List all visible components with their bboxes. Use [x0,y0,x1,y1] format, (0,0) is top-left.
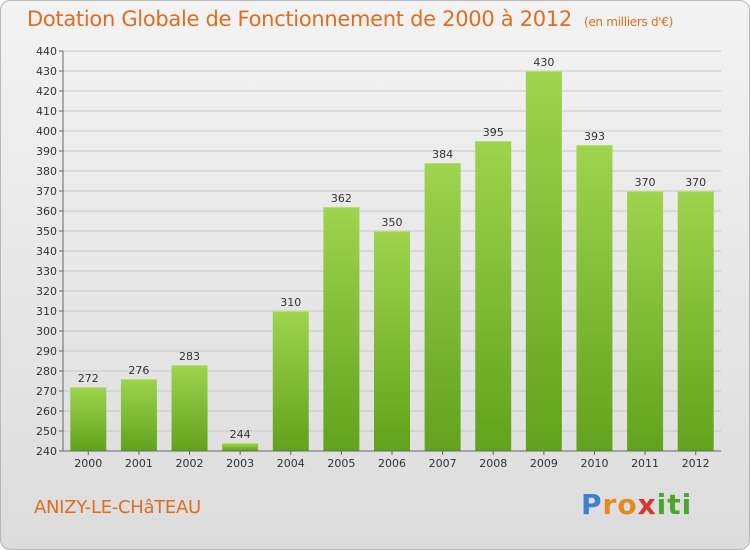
x-tick-label: 2007 [429,457,457,470]
logo-letter: i [656,488,668,521]
bar [424,163,461,451]
data-label: 362 [331,192,352,205]
data-label: 350 [382,216,403,229]
y-tick-label: 360 [36,205,57,218]
bar [120,379,157,451]
y-tick-label: 330 [36,265,57,278]
chart-title: Dotation Globale de Fonctionnement de 20… [27,7,673,31]
bar [475,141,512,451]
y-tick-label: 390 [36,145,57,158]
x-tick-label: 2004 [277,457,305,470]
y-tick-label: 380 [36,165,57,178]
data-label: 244 [230,428,251,441]
x-tick-label: 2002 [176,457,204,470]
y-tick-label: 260 [36,405,57,418]
data-label: 370 [685,176,706,189]
bar [525,71,562,451]
y-tick-label: 370 [36,185,57,198]
x-tick-label: 2011 [631,457,659,470]
data-label: 430 [533,56,554,69]
commune-name: ANIZY-LE-CHâTEAU [34,497,201,518]
data-label: 272 [78,372,99,385]
bar [323,207,360,451]
logo-letter: i [681,488,693,521]
data-label: 283 [179,350,200,363]
y-tick-label: 250 [36,425,57,438]
logo-letter: P [581,488,603,521]
logo-letter: t [667,488,682,521]
y-tick-label: 440 [36,45,57,58]
y-tick-label: 420 [36,85,57,98]
x-tick-label: 2006 [378,457,406,470]
bar [171,365,208,451]
x-tick-label: 2009 [530,457,558,470]
data-label: 393 [584,130,605,143]
y-tick-label: 430 [36,65,57,78]
y-tick-label: 400 [36,125,57,138]
bar [272,311,309,451]
bar [222,443,259,451]
x-tick-label: 2005 [327,457,355,470]
bar [677,191,714,451]
logo-letter: r [602,488,618,521]
x-tick-label: 2003 [226,457,254,470]
bar [70,387,107,451]
x-tick-label: 2008 [479,457,507,470]
x-tick-label: 2001 [125,457,153,470]
bar [627,191,664,451]
y-tick-label: 300 [36,325,57,338]
y-tick-label: 320 [36,285,57,298]
axes: 240 250 260 270 280 290 300 310 320 330 340 350 360 3… [36,45,721,470]
y-tick-label: 280 [36,365,57,378]
data-label: 395 [483,126,504,139]
y-tick-label: 350 [36,225,57,238]
x-tick-label: 2012 [682,457,710,470]
bars: 272 276 283 244 310 362 350 384 395 430 393 370 370 [70,56,714,451]
x-tick-label: 2000 [74,457,102,470]
y-tick-label: 340 [36,245,57,258]
y-tick-label: 290 [36,345,57,358]
data-label: 370 [635,176,656,189]
x-tick-label: 2010 [580,457,608,470]
data-label: 310 [280,296,301,309]
bar [374,231,410,451]
logo-letter: o [617,488,638,521]
data-label: 276 [128,364,149,377]
bar [576,145,613,451]
y-tick-label: 270 [36,385,57,398]
data-label: 384 [432,148,453,161]
y-tick-label: 410 [36,105,57,118]
proxiti-logo: Proxiti [581,488,692,521]
y-tick-label: 240 [36,445,57,458]
unit-note: (en milliers d'€) [583,15,673,29]
logo-letter: x [637,488,657,521]
y-tick-label: 310 [36,305,57,318]
